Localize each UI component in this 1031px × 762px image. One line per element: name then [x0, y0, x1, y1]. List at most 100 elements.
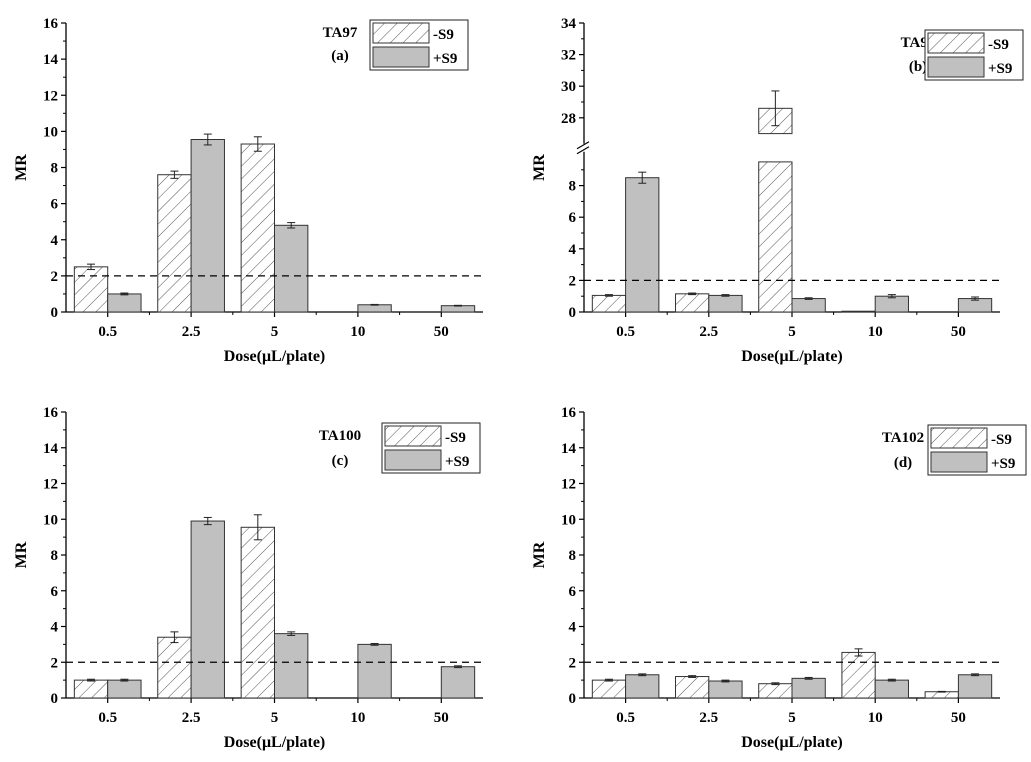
axis-break-mark [576, 141, 590, 150]
x-tick-label: 5 [271, 710, 279, 726]
y-tick-label: 32 [561, 48, 576, 64]
bar-plus-s9 [357, 643, 392, 699]
y-tick-label: 6 [51, 197, 59, 213]
axis-break-gap [576, 143, 592, 152]
y-tick-label: 8 [51, 548, 59, 564]
panel-label: (b) [909, 59, 927, 75]
y-tick-label: 16 [43, 16, 59, 32]
y-tick-label: 0 [569, 305, 577, 321]
bar-minus-s9 [841, 310, 876, 313]
bar-plus-s9 [957, 674, 993, 699]
bar-minus-s9 [758, 161, 793, 313]
x-tick-label: 2.5 [699, 324, 718, 340]
bar-minus-s9 [675, 293, 710, 313]
legend-swatch [372, 46, 430, 68]
y-tick-label: 14 [561, 441, 577, 457]
bar-plus-s9 [874, 295, 909, 313]
y-tick-label: 14 [43, 52, 59, 68]
y-axis-label: MR [531, 541, 548, 568]
chart-panel-b: 0 2 4 6 8 28 30 32 34 0.5 2.5 5 10 50 Dose(μL/plate) MR… [531, 16, 1024, 365]
legend: -S9 +S9 [924, 29, 1024, 81]
x-axis-label: Dose(μL/plate) [741, 734, 843, 751]
y-tick-label: 4 [569, 242, 577, 258]
bar-plus-s9 [708, 294, 743, 313]
legend: -S9 +S9 [927, 424, 1027, 476]
bar-plus-s9 [791, 298, 826, 313]
x-tick-label: 2.5 [182, 710, 201, 726]
legend-label: -S9 [445, 430, 466, 446]
x-tick-label: 50 [434, 710, 449, 726]
bar-minus-s9 [157, 174, 192, 313]
bar-minus-s9 [240, 143, 275, 313]
panel-label: (c) [332, 453, 349, 469]
bar-plus-s9 [874, 679, 909, 699]
y-axis-label: MR [531, 154, 548, 181]
legend-swatch [384, 425, 442, 447]
legend-swatch [384, 449, 442, 471]
strain-title: TA97 [323, 25, 358, 41]
bar-plus-s9 [625, 177, 660, 313]
bar-minus-s9 [675, 676, 710, 699]
y-tick-label: 12 [561, 477, 576, 493]
x-tick-label: 2.5 [699, 710, 718, 726]
legend-label: -S9 [988, 37, 1009, 53]
bar-plus-s9 [107, 293, 142, 313]
panel-label: (d) [894, 455, 912, 471]
y-tick-label: 0 [51, 691, 59, 707]
legend-swatch [372, 22, 430, 44]
y-tick-label: 30 [561, 79, 576, 95]
x-tick-label: 0.5 [616, 710, 635, 726]
y-tick-label: 34 [561, 16, 577, 32]
y-tick-label: 16 [561, 405, 577, 421]
bar-minus-s9 [841, 651, 876, 699]
panel-label: (a) [331, 48, 349, 64]
bar-plus-s9 [190, 139, 225, 313]
bar-minus-s9 [591, 679, 627, 699]
strain-title: TA102 [882, 430, 924, 446]
y-tick-label: 4 [51, 233, 59, 249]
x-tick-label: 10 [350, 710, 365, 726]
y-tick-label: 6 [569, 584, 577, 600]
x-axis-label: Dose(μL/plate) [741, 348, 843, 365]
y-tick-label: 4 [51, 620, 59, 636]
bar-plus-s9 [440, 666, 476, 699]
bar-minus-s9 [758, 683, 793, 699]
bar-minus-s9 [73, 266, 109, 313]
y-tick-label: 8 [569, 179, 577, 195]
y-tick-label: 2 [569, 655, 577, 671]
bar-plus-s9 [791, 677, 826, 699]
bar-minus-s9 [73, 679, 109, 699]
axis-break-mark [576, 146, 590, 155]
y-tick-label: 6 [51, 584, 59, 600]
legend-label: +S9 [445, 454, 469, 470]
y-tick-label: 14 [43, 441, 59, 457]
legend-label: -S9 [433, 27, 454, 43]
x-tick-label: 5 [788, 324, 796, 340]
y-tick-label: 10 [561, 512, 576, 528]
legend-label: +S9 [433, 51, 457, 67]
x-tick-label: 0.5 [98, 710, 117, 726]
x-tick-label: 2.5 [182, 324, 201, 340]
x-tick-label: 50 [951, 324, 966, 340]
legend-swatch [927, 32, 985, 54]
x-tick-label: 50 [951, 710, 966, 726]
chart-panel-a: 0 2 4 6 8 10 12 14 16 0.5 2.5 5 10 50 Dose(μL/plate) MR… [13, 16, 483, 365]
x-tick-label: 5 [788, 710, 796, 726]
x-tick-label: 0.5 [98, 324, 117, 340]
bar-plus-s9 [274, 633, 309, 699]
x-tick-label: 10 [868, 710, 883, 726]
bar-plus-s9 [625, 674, 660, 699]
legend: -S9 +S9 [369, 19, 469, 71]
y-tick-label: 6 [569, 210, 577, 226]
x-tick-label: 10 [868, 324, 883, 340]
y-axis-label: MR [13, 541, 30, 568]
x-axis-label: Dose(μL/plate) [224, 348, 326, 365]
y-tick-label: 8 [51, 161, 59, 177]
y-tick-label: 10 [43, 124, 58, 140]
x-axis-label: Dose(μL/plate) [224, 734, 326, 751]
y-tick-label: 16 [43, 405, 59, 421]
legend-swatch [930, 451, 988, 473]
legend-swatch [927, 56, 985, 78]
bar-plus-s9 [107, 679, 142, 699]
